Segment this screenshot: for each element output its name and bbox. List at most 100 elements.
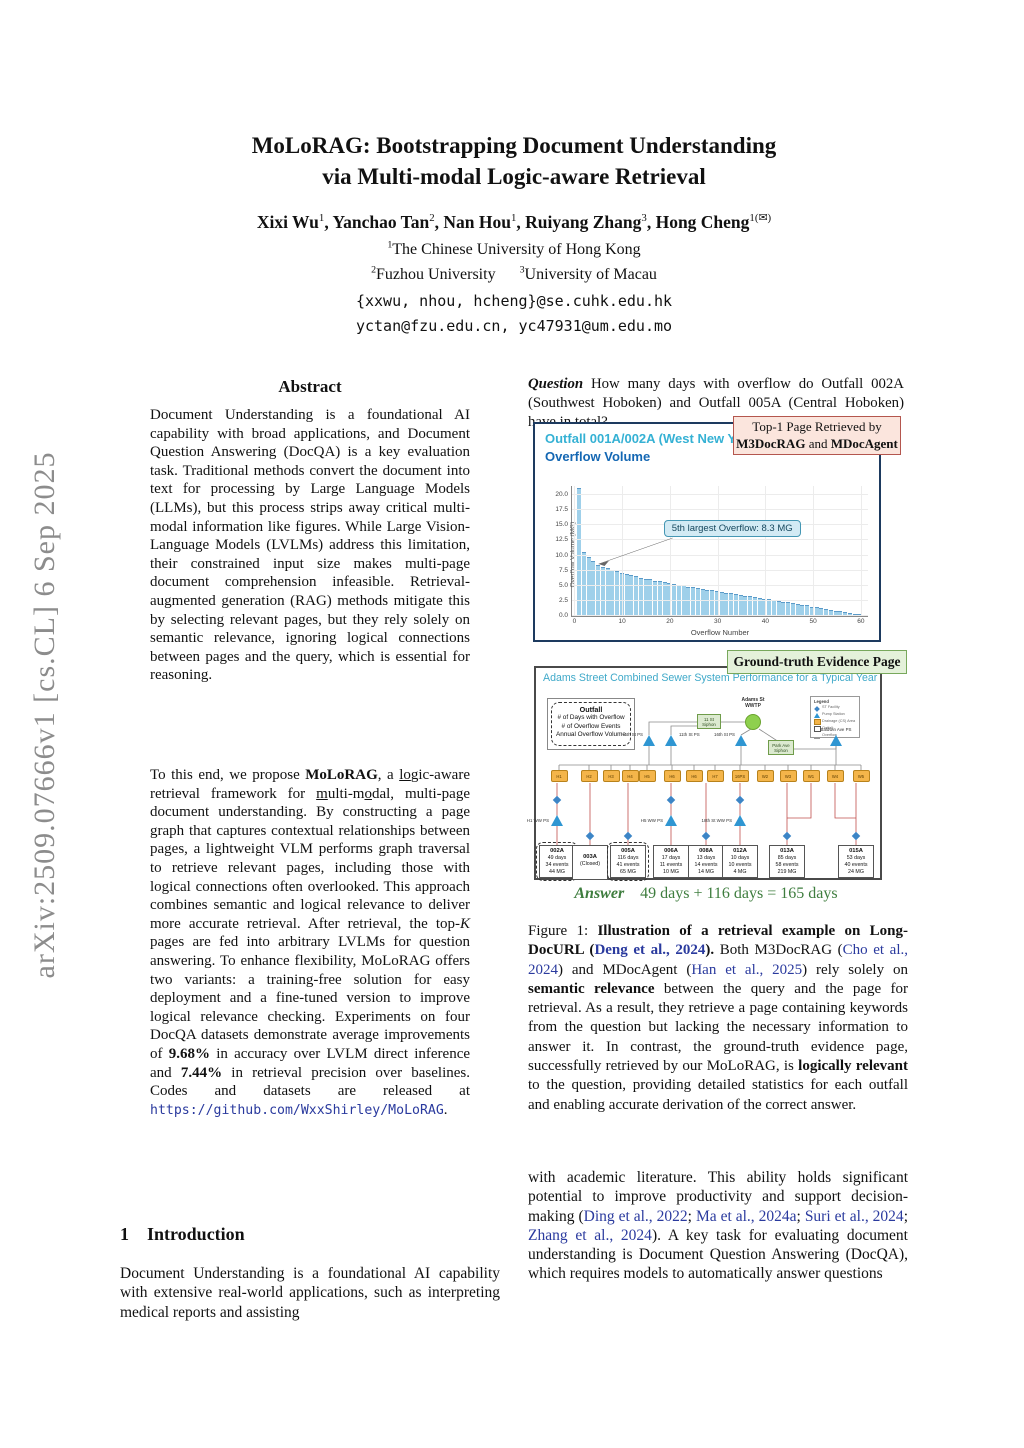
bar: [581, 551, 586, 616]
mini-legend-row: Drainage (CS) Area Basin: [814, 718, 856, 725]
sewer-diagram-body: Adams Street Combined Sewer System Perfo…: [527, 668, 880, 881]
diagram-mini-legend: Legend ST Facility Pump Station Drainage (…: [810, 696, 860, 739]
bar: [586, 556, 591, 616]
ww-pump-station-label: H1 WW PS: [526, 818, 549, 823]
citation-link[interactable]: Zhang et al., 2024: [528, 1226, 652, 1244]
citation-link[interactable]: Ma et al., 2024a: [695, 1207, 797, 1225]
citation-link[interactable]: Ding et al., 2022: [583, 1207, 688, 1225]
drainage-area-icon: [814, 719, 821, 725]
bar: [619, 572, 624, 616]
drainage-area-box: W1: [802, 770, 820, 782]
outfall-id: 003A: [583, 854, 597, 860]
bar: [638, 577, 643, 616]
y-tick-label: 15.0: [555, 521, 568, 529]
citation-link[interactable]: Deng et al., 2024: [594, 942, 706, 959]
ww-pump-station-icon: [665, 815, 677, 826]
text-segment: pages are fed into arbitrary LVLMs for q…: [150, 934, 470, 1062]
text-segment: 3: [641, 212, 647, 225]
x-tick-label: 0: [572, 618, 577, 625]
mini-legend-row: Overflow: [814, 731, 856, 739]
mini-legend-row: Pump Station: [814, 711, 856, 719]
bar: [662, 582, 667, 616]
external-link[interactable]: https://github.com/WxxShirley/MoLoRAG: [150, 1102, 444, 1118]
drainage-area-box: H7: [706, 770, 724, 782]
text-segment: [496, 266, 520, 283]
drainage-area-box: H5: [638, 770, 656, 782]
bar: [752, 596, 757, 616]
section-heading-introduction: 1 Introduction: [120, 1224, 245, 1244]
bar: [795, 604, 800, 616]
text-segment: and: [805, 435, 831, 451]
text-segment: University of Macau: [524, 266, 657, 283]
top1-retrieved-label: Top-1 Page Retrieved by M3DocRAG and MDo…: [733, 416, 901, 455]
evidence-page-diagram-panel: Adams Street Combined Sewer System Perfo…: [527, 666, 882, 881]
title-line-2: via Multi-modal Logic-aware Retrieval: [322, 164, 706, 189]
text-segment: , Ruiyang Zhang: [516, 212, 642, 232]
text-segment: 49 days + 116 days = 165 days: [624, 885, 838, 902]
outfall-id: 012A: [733, 847, 747, 854]
outfall-stat-box: 003A (Closed): [572, 845, 608, 880]
bar: [738, 595, 743, 616]
pump-station-icon: [643, 735, 655, 746]
introduction-paragraph: Document Understanding is a foundational…: [120, 1265, 500, 1321]
mini-legend-label: Drainage (CS) Area Basin: [822, 718, 856, 723]
outfall-stat-box: 015A 53 days 40 events 24 MG: [838, 845, 874, 878]
siphon-box: 11 St Siphon: [697, 714, 721, 729]
x-tick-label: 20: [666, 618, 674, 625]
y-gridline: [572, 584, 868, 586]
x-tick-label: 50: [809, 618, 817, 625]
outfall-legend-box: Outfall # of Days with Overflow # of Ove…: [551, 702, 631, 746]
bar-plot: Overflow Volume (MG) 5th largest Overflo…: [555, 486, 868, 637]
text-segment: 9.68%: [168, 1045, 210, 1062]
bar: [719, 592, 724, 616]
bar: [729, 593, 734, 616]
y-tick-label: 20.0: [555, 491, 568, 499]
bar: [605, 568, 610, 616]
text-segment: MDocAgent: [830, 435, 898, 451]
outfall-stat: 116 days: [617, 854, 639, 861]
bar: [824, 608, 829, 616]
wwtp-label: Adams St WWTP: [741, 697, 765, 709]
text-segment: M3DocRAG: [736, 435, 806, 451]
text-segment: 2: [371, 264, 377, 276]
mini-legend-label: ST Facility: [822, 705, 840, 710]
y-tick-label: 10.0: [555, 551, 568, 559]
text-segment: To this end, we propose: [150, 767, 306, 783]
text-segment: Xixi Wu: [256, 212, 319, 232]
email-line-2: yctan@fzu.edu.cn, yc47931@um.edu.mo: [355, 317, 673, 335]
outfall-legend-title: Outfall: [579, 705, 603, 714]
y-gridline: [572, 569, 868, 571]
y-tick-label: 17.5: [555, 506, 568, 514]
citation-link[interactable]: Suri et al., 2024: [804, 1207, 904, 1225]
text-segment: ) and MDocAgent (: [558, 961, 692, 978]
x-tick-label: 30: [713, 618, 722, 625]
outfall-id: 015A: [849, 847, 863, 854]
pump-station-icon: [735, 735, 747, 746]
retrieved-page-chart-panel: Outfall 001A/002A (West New York) Overfl…: [533, 422, 881, 642]
ground-truth-evidence-label: Ground-truth Evidence Page: [727, 650, 907, 674]
affiliation-1: 1The Chinese University of Hong Kong: [120, 240, 908, 259]
outfall-stat-box: 005A 116 days 41 events 65 MG: [607, 842, 649, 881]
chart-annotation: 5th largest Overflow: 8.3 MG: [663, 519, 801, 537]
bar: [781, 601, 786, 616]
text-segment: ).: [705, 942, 715, 959]
bar: [786, 602, 791, 616]
pump-station-label: 5th St PS: [624, 732, 643, 737]
y-gridline: [572, 599, 868, 601]
bar: [634, 576, 639, 616]
citation-link[interactable]: Han et al., 2025: [691, 961, 803, 978]
author-line: Xixi Wu1, Yanchao Tan2, Nan Hou1, Ruiyan…: [120, 212, 908, 233]
chart-title: Overflow Volume: [545, 449, 651, 464]
bar: [828, 609, 833, 616]
arxiv-banner: arXiv:2509.07666v1 [cs.CL] 6 Sep 2025: [28, 451, 61, 979]
diagram-title: Adams Street Combined Sewer System Perfo…: [543, 672, 878, 684]
outfall-stat: 10 events: [728, 861, 752, 868]
text-segment: 7.44%: [180, 1064, 223, 1081]
outfall-stat: 65 MG: [620, 868, 636, 875]
bar: [800, 604, 805, 616]
text-segment: logically relevant: [798, 1058, 908, 1075]
text-segment: in retrieval precision over baselines. C…: [150, 1064, 470, 1100]
citation-link[interactable]: Cho et al., 2024: [528, 942, 909, 978]
bar: [814, 607, 819, 616]
drainage-area-box: H4: [621, 770, 639, 782]
